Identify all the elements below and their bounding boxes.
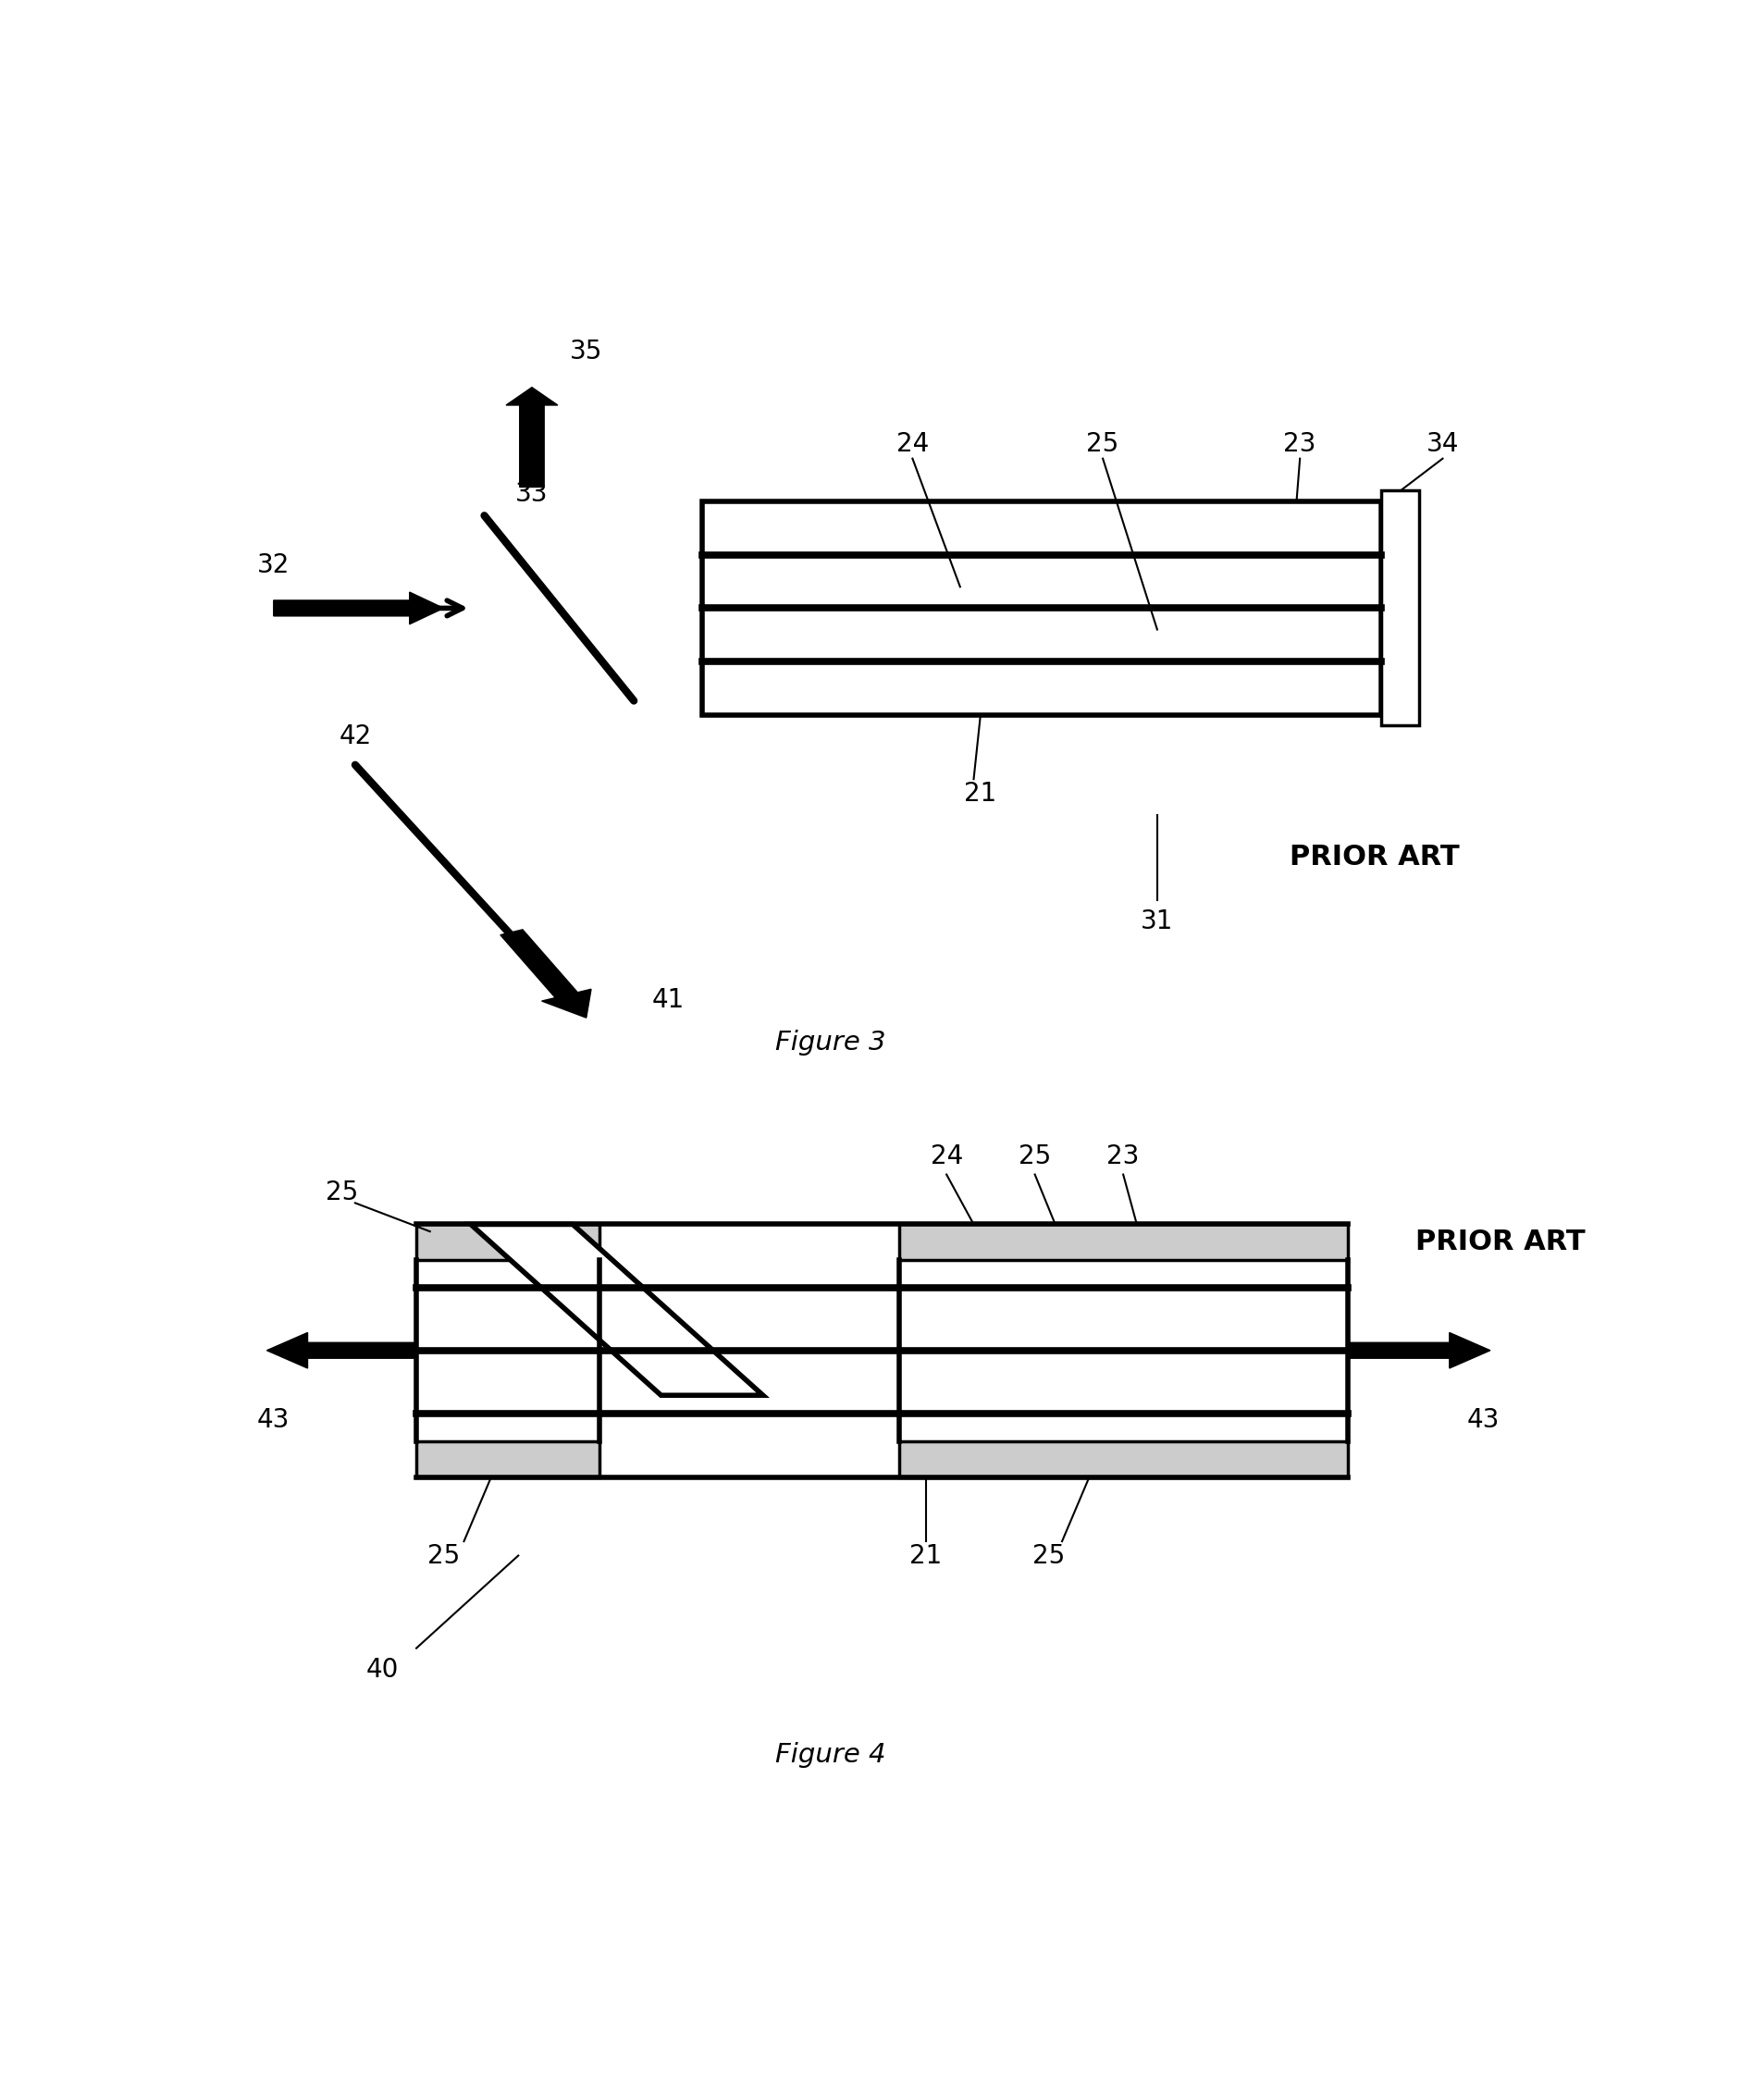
Text: 25: 25	[428, 1544, 460, 1569]
Bar	[416, 1224, 600, 1260]
Text: 40: 40	[367, 1657, 398, 1682]
FancyArrow shape	[267, 1334, 416, 1369]
Text: 42: 42	[339, 722, 372, 750]
FancyArrow shape	[1347, 1334, 1491, 1369]
FancyArrow shape	[274, 592, 444, 624]
Text: 25: 25	[324, 1180, 358, 1205]
Text: 25: 25	[1031, 1544, 1065, 1569]
Polygon shape	[470, 1224, 763, 1394]
Bar	[416, 1441, 600, 1476]
Bar	[1382, 491, 1419, 727]
Text: 23: 23	[1107, 1144, 1140, 1170]
Text: 31: 31	[1140, 909, 1173, 934]
FancyArrow shape	[500, 930, 591, 1018]
Text: 25: 25	[1086, 430, 1119, 458]
Text: Figure 3: Figure 3	[775, 1029, 886, 1056]
FancyArrow shape	[507, 386, 558, 487]
Text: 41: 41	[651, 987, 684, 1012]
Text: 34: 34	[1426, 430, 1459, 458]
Text: 35: 35	[570, 338, 603, 365]
Text: 21: 21	[965, 781, 996, 806]
Text: 24: 24	[930, 1144, 963, 1170]
Text: 43: 43	[1466, 1407, 1500, 1432]
Text: 25: 25	[1019, 1144, 1051, 1170]
Text: 33: 33	[516, 481, 549, 506]
Bar	[898, 1224, 1347, 1260]
Text: Figure 4: Figure 4	[775, 1743, 886, 1768]
Text: PRIOR ART: PRIOR ART	[1289, 844, 1459, 871]
Text: 24: 24	[896, 430, 930, 458]
Bar	[898, 1441, 1347, 1476]
Text: 23: 23	[1284, 430, 1316, 458]
Text: 43: 43	[258, 1407, 289, 1432]
Text: 21: 21	[910, 1544, 942, 1569]
Bar	[702, 502, 1382, 714]
Text: 32: 32	[258, 552, 289, 578]
Text: PRIOR ART: PRIOR ART	[1415, 1228, 1586, 1256]
